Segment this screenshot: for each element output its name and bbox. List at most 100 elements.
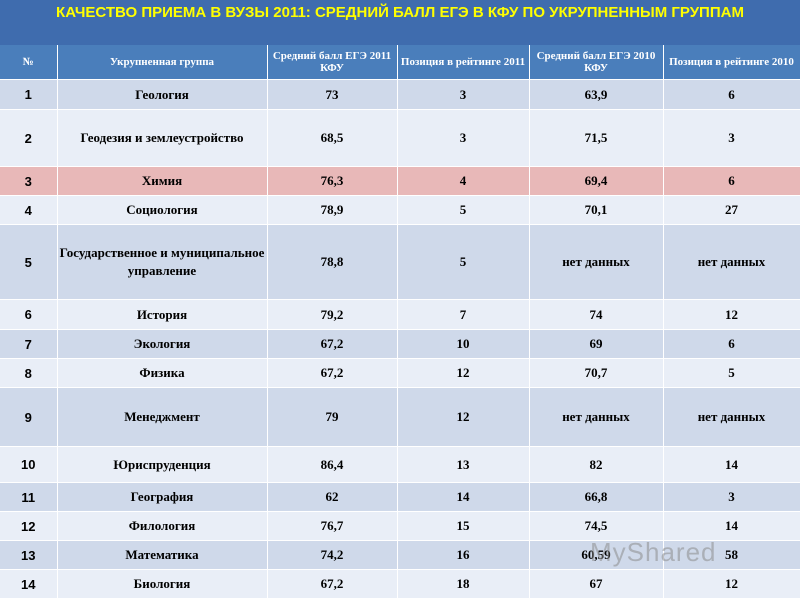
avg-2011: 78,8 <box>267 224 398 300</box>
table-header-row: № Укрупненная группа Средний балл ЕГЭ 20… <box>0 45 800 80</box>
pos-2011: 3 <box>397 79 530 110</box>
avg-2011: 86,4 <box>267 446 398 483</box>
pos-2010: нет данных <box>663 387 800 447</box>
pos-2010: 6 <box>663 166 800 196</box>
avg-2011: 76,7 <box>267 511 398 541</box>
avg-2011: 78,9 <box>267 195 398 225</box>
avg-2010: 74 <box>529 299 664 330</box>
slide-title: КАЧЕСТВО ПРИЕМА В ВУЗЫ 2011: СРЕДНИЙ БАЛ… <box>56 4 744 21</box>
avg-2010: 74,5 <box>529 511 664 541</box>
row-number: 8 <box>0 358 58 388</box>
group-name: Математика <box>57 540 268 570</box>
table-row: 7 Экология 67,2 10 69 6 <box>0 329 800 359</box>
avg-2011: 67,2 <box>267 358 398 388</box>
pos-2011: 13 <box>397 446 530 483</box>
row-number: 13 <box>0 540 58 570</box>
avg-2010: 69,4 <box>529 166 664 196</box>
pos-2011: 12 <box>397 387 530 447</box>
row-number: 14 <box>0 569 58 599</box>
watermark: MyShared <box>590 537 717 567</box>
avg-2011: 79 <box>267 387 398 447</box>
avg-2010: 82 <box>529 446 664 483</box>
row-number: 5 <box>0 224 58 300</box>
pos-2011: 14 <box>397 482 530 512</box>
col-header-avg-2010: Средний балл ЕГЭ 2010 КФУ <box>529 45 664 80</box>
pos-2010: 14 <box>663 511 800 541</box>
avg-2011: 76,3 <box>267 166 398 196</box>
pos-2011: 16 <box>397 540 530 570</box>
group-name: Социология <box>57 195 268 225</box>
avg-2010: 70,1 <box>529 195 664 225</box>
row-number: 1 <box>0 79 58 110</box>
table-row: 12 Филология 76,7 15 74,5 14 <box>0 511 800 541</box>
avg-2011: 74,2 <box>267 540 398 570</box>
row-number: 4 <box>0 195 58 225</box>
group-name: Экология <box>57 329 268 359</box>
table-row: 11 География 62 14 66,8 3 <box>0 482 800 512</box>
avg-2010: нет данных <box>529 224 664 300</box>
group-name: Геология <box>57 79 268 110</box>
group-name: Менеджмент <box>57 387 268 447</box>
col-header-avg-2011: Средний балл ЕГЭ 2011 КФУ <box>267 45 398 80</box>
group-name: Биология <box>57 569 268 599</box>
avg-2010: 66,8 <box>529 482 664 512</box>
pos-2010: 27 <box>663 195 800 225</box>
group-name: Геодезия и землеустройство <box>57 109 268 167</box>
avg-2010: 70,7 <box>529 358 664 388</box>
pos-2010: 6 <box>663 329 800 359</box>
table-row: 9 Менеджмент 79 12 нет данных нет данных <box>0 387 800 447</box>
pos-2011: 5 <box>397 195 530 225</box>
table-row: 8 Физика 67,2 12 70,7 5 <box>0 358 800 388</box>
group-name: Физика <box>57 358 268 388</box>
avg-2010: 63,9 <box>529 79 664 110</box>
pos-2010: нет данных <box>663 224 800 300</box>
table-row: 13 Математика 74,2 16 60,59 58 <box>0 540 800 570</box>
pos-2010: 5 <box>663 358 800 388</box>
pos-2011: 15 <box>397 511 530 541</box>
group-name: Государственное и муниципальное управлен… <box>57 224 268 300</box>
table-row: 2 Геодезия и землеустройство 68,5 3 71,5 3 <box>0 109 800 167</box>
avg-2010: 67 <box>529 569 664 599</box>
table-row: 14 Биология 67,2 18 67 12 <box>0 569 800 599</box>
group-name: География <box>57 482 268 512</box>
col-header-pos-2010: Позиция в рейтинге 2010 <box>663 45 800 80</box>
table-row: 10 Юриспруденция 86,4 13 82 14 <box>0 446 800 483</box>
pos-2011: 10 <box>397 329 530 359</box>
avg-2011: 68,5 <box>267 109 398 167</box>
title-bar: КАЧЕСТВО ПРИЕМА В ВУЗЫ 2011: СРЕДНИЙ БАЛ… <box>0 0 800 45</box>
pos-2011: 4 <box>397 166 530 196</box>
col-header-group: Укрупненная группа <box>57 45 268 80</box>
table-row: 5 Государственное и муниципальное управле… <box>0 224 800 300</box>
pos-2011: 18 <box>397 569 530 599</box>
table-row: 4 Социология 78,9 5 70,1 27 <box>0 195 800 225</box>
avg-2011: 67,2 <box>267 329 398 359</box>
table-row: 6 История 79,2 7 74 12 <box>0 299 800 330</box>
row-number: 6 <box>0 299 58 330</box>
pos-2010: 14 <box>663 446 800 483</box>
row-number: 3 <box>0 166 58 196</box>
pos-2011: 12 <box>397 358 530 388</box>
avg-2010: 60,59 <box>529 540 664 570</box>
row-number: 9 <box>0 387 58 447</box>
pos-2010: 3 <box>663 482 800 512</box>
group-name: Химия <box>57 166 268 196</box>
pos-2010: 12 <box>663 569 800 599</box>
avg-2011: 62 <box>267 482 398 512</box>
avg-2010: 71,5 <box>529 109 664 167</box>
group-name: Юриспруденция <box>57 446 268 483</box>
avg-2011: 73 <box>267 79 398 110</box>
pos-2011: 3 <box>397 109 530 167</box>
avg-2011: 67,2 <box>267 569 398 599</box>
row-number: 11 <box>0 482 58 512</box>
row-number: 2 <box>0 109 58 167</box>
pos-2010: 12 <box>663 299 800 330</box>
results-table: № Укрупненная группа Средний балл ЕГЭ 20… <box>0 45 800 599</box>
avg-2011: 79,2 <box>267 299 398 330</box>
pos-2010: 6 <box>663 79 800 110</box>
group-name: История <box>57 299 268 330</box>
col-header-number: № <box>0 45 58 80</box>
avg-2010: 69 <box>529 329 664 359</box>
avg-2010: нет данных <box>529 387 664 447</box>
col-header-pos-2011: Позиция в рейтинге 2011 <box>397 45 530 80</box>
row-number: 10 <box>0 446 58 483</box>
